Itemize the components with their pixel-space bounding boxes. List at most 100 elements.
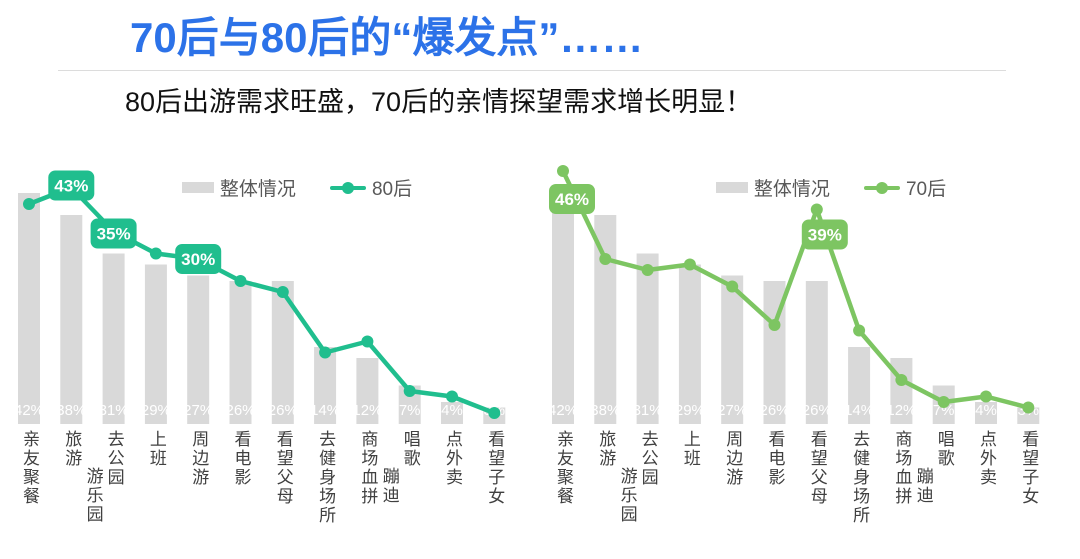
legend-label-80hou: 80后 <box>371 179 413 200</box>
category-label-line: 亲友聚餐 <box>554 430 573 506</box>
bar-value-label: 4% <box>975 402 997 419</box>
line-point <box>557 165 569 177</box>
callout-label: 30% <box>181 250 215 269</box>
category-label: 去公园 游乐园 <box>84 430 125 559</box>
category-label: 亲友聚餐 <box>552 430 574 559</box>
category-label: 看望父母 <box>806 430 828 559</box>
bar-value-label: 27% <box>183 402 213 419</box>
category-label: 看望子女 <box>483 430 505 559</box>
category-label-line: 点外卖 <box>977 430 996 487</box>
category-label: 看望子女 <box>1017 430 1039 559</box>
category-label-line: 唱歌 <box>934 430 954 468</box>
category-label: 看望父母 <box>272 430 294 559</box>
line-point <box>726 280 739 293</box>
line-point <box>23 198 35 210</box>
bar-value-label: 7% <box>933 402 955 419</box>
line-point <box>980 390 992 403</box>
category-label-line: 周边游 <box>723 430 743 487</box>
bar <box>1017 407 1040 424</box>
page-subtitle: 80后出游需求旺盛，70后的亲情探望需求增长明显！ <box>125 87 753 117</box>
bar-value-label: 29% <box>141 402 171 419</box>
category-label: 看电影 <box>764 430 786 559</box>
callout-label: 39% <box>808 226 842 245</box>
line-point <box>149 247 162 260</box>
legend-dot-icon <box>341 181 354 194</box>
category-label-line: 看望子女 <box>1019 430 1039 506</box>
bar <box>678 264 701 424</box>
bar-value-label: 38% <box>590 402 620 419</box>
bar-value-label: 14% <box>310 402 340 419</box>
bar <box>398 385 421 424</box>
bar <box>848 347 871 424</box>
category-label-line: 唱歌 <box>400 430 420 468</box>
category-label: 上班 <box>679 430 701 559</box>
callout <box>801 219 848 250</box>
line-point <box>641 264 654 276</box>
category-label-line: 看望父母 <box>273 430 293 506</box>
category-label: 点外卖 <box>441 430 463 559</box>
bar <box>144 264 167 424</box>
legend-label-70hou: 70后 <box>905 179 947 200</box>
chart-80hou: 整体情况 80后 42% 38% 31% 29% 27% 26% 26% 14% 12% 7% 4%… <box>8 158 540 558</box>
bar-value-label: 29% <box>675 402 705 419</box>
page-title: 70后与80后的“爆发点”…… <box>130 14 644 61</box>
line-point <box>488 407 501 419</box>
bar <box>102 253 125 424</box>
category-label-line: 去健身场所 <box>316 430 336 525</box>
category-label-line: 亲友聚餐 <box>20 430 39 506</box>
category-label: 唱歌 蹦迪 <box>380 430 421 559</box>
title-divider <box>58 70 1006 71</box>
category-label-line: 周边游 <box>189 430 209 487</box>
bar <box>594 215 617 424</box>
line-point <box>683 258 696 271</box>
trend-line <box>560 168 1031 410</box>
line-point <box>937 396 950 408</box>
category-label-line: 蹦迪 <box>379 467 399 505</box>
bar <box>975 402 997 424</box>
category-label-line: 旅游 <box>596 430 616 468</box>
category-label: 去健身场所 <box>848 430 870 559</box>
legend-label-overall: 整体情况 <box>753 179 830 200</box>
legend: 整体情况 80后 <box>8 174 540 201</box>
callout-label: 35% <box>97 225 131 244</box>
legend-bar-swatch <box>181 182 214 193</box>
line-point <box>599 253 612 265</box>
category-label-line: 蹦迪 <box>913 467 933 505</box>
bar-value-label: 42% <box>548 402 578 419</box>
legend-dot-icon <box>875 181 888 194</box>
legend-bar-swatch <box>715 182 748 193</box>
category-label: 周边游 <box>721 430 743 559</box>
line-point <box>895 374 908 386</box>
category-label: 看电影 <box>230 430 252 559</box>
category-label-line: 商场血拼 <box>358 430 378 506</box>
plot-area-70hou: 42%38%31%29%27%26%26%14%12%7%4%3%46%39% <box>548 165 1040 424</box>
category-label: 亲友聚餐 <box>18 430 40 559</box>
line-point <box>403 385 416 397</box>
bar-value-label: 31% <box>633 402 663 419</box>
bar-value-label: 26% <box>802 402 832 419</box>
category-label-line: 看电影 <box>765 430 785 487</box>
line-point <box>853 324 866 337</box>
line-point <box>810 203 823 216</box>
bar-value-label: 31% <box>99 402 129 419</box>
category-label: 上班 <box>145 430 167 559</box>
bar <box>229 281 252 424</box>
category-label-line: 商场血拼 <box>892 430 912 506</box>
category-label-line: 看望父母 <box>807 430 827 506</box>
line-point <box>446 390 458 403</box>
legend-line-marker <box>863 181 900 194</box>
callout <box>175 244 222 274</box>
category-label: 唱歌 蹦迪 <box>914 430 955 559</box>
category-label: 周边游 <box>187 430 209 559</box>
bar-value-label: 26% <box>759 402 789 419</box>
bar-value-label: 14% <box>844 402 874 419</box>
category-label-line: 去公园 <box>638 430 658 487</box>
line-point <box>768 319 781 331</box>
callout <box>549 184 595 214</box>
bar <box>187 275 210 424</box>
category-label: 点外卖 <box>975 430 997 559</box>
category-label-line: 上班 <box>680 430 700 468</box>
bar-value-label: 12% <box>886 402 916 419</box>
bar-value-label: 26% <box>268 402 298 419</box>
